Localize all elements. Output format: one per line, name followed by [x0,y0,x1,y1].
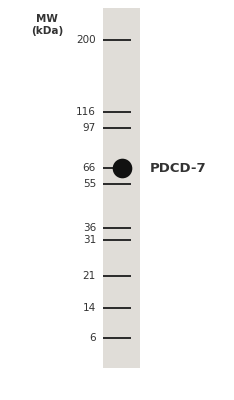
Text: 55: 55 [83,179,96,189]
Text: MW
(kDa): MW (kDa) [31,14,63,36]
Text: 21: 21 [83,271,96,281]
Text: 31: 31 [83,235,96,245]
Text: 97: 97 [83,123,96,133]
Text: 116: 116 [76,107,96,117]
Point [120,165,124,171]
Text: 36: 36 [83,223,96,233]
Text: PDCD-7: PDCD-7 [150,162,206,174]
Text: 14: 14 [83,303,96,313]
Text: 200: 200 [76,35,96,45]
Text: 66: 66 [83,163,96,173]
Bar [103,8,140,368]
Text: 6: 6 [89,333,96,343]
